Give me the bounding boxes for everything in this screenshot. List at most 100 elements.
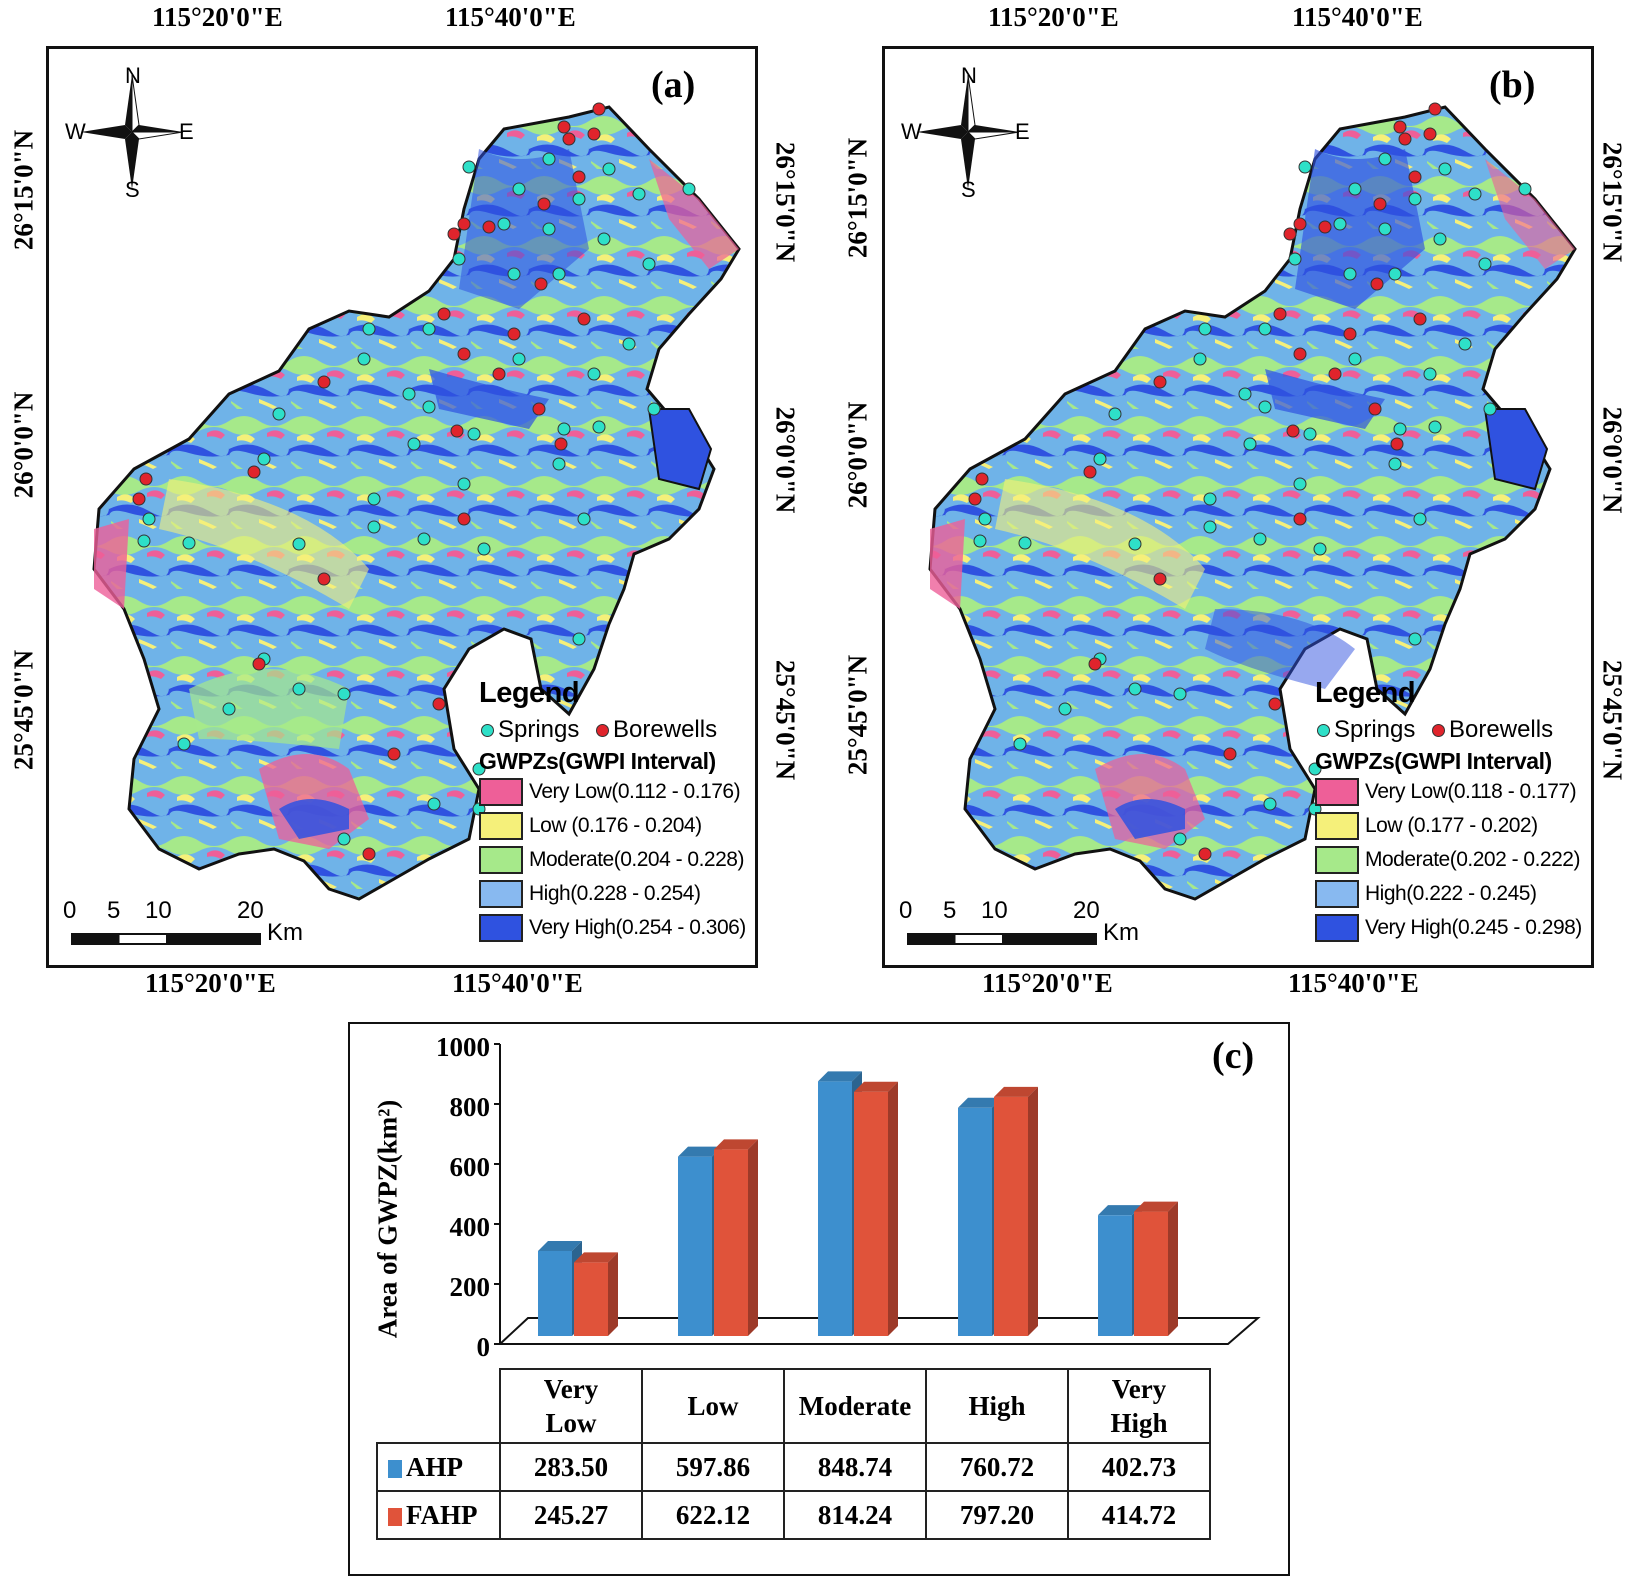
chart-c-ytick: 200 (449, 1272, 491, 1302)
map-b-frame: (b) N S W E 0 5 10 20 Km Legend Springs … (882, 46, 1594, 968)
table-cell: 797.20 (925, 1490, 1069, 1540)
map-b-legend: Legend Springs Borewells GWPZs(GWPI Inte… (1315, 677, 1585, 945)
map-a-right-lat-2: 26°0'0"N (770, 406, 801, 514)
map-a-compass-w: W (65, 119, 86, 144)
map-a-bottom-lon-2: 115°40'0"E (452, 968, 583, 998)
map-b-scale-tick-0: 0 (899, 897, 913, 924)
spring-marker-icon (481, 724, 494, 738)
map-a-legend: Legend Springs Borewells GWPZs(GWPI Inte… (479, 677, 749, 945)
map-a-left-lat-2: 26°0'0"N (8, 391, 39, 499)
map-a-legend-row: Very Low(0.112 - 0.176) (479, 775, 749, 809)
map-b-compass-w: W (901, 119, 922, 144)
map-b-top-lon-1: 115°20'0"E (988, 2, 1119, 32)
table-header-low: Low (641, 1368, 785, 1444)
map-b-scale-tick-20: 20 (1073, 897, 1100, 924)
table-header-high: High (925, 1368, 1069, 1444)
table-cell: 402.73 (1067, 1442, 1211, 1492)
map-a-scale-tick-10: 10 (145, 897, 172, 924)
chart-c-panel-label: (c) (1212, 1035, 1255, 1077)
table-cell: 414.72 (1067, 1490, 1211, 1540)
map-b-legend-springs: Springs (1334, 716, 1416, 743)
table-cell: 283.50 (499, 1442, 643, 1492)
map-a-legend-subtitle: GWPZs(GWPI Interval) (479, 748, 716, 774)
chart-c-plot (494, 1043, 1261, 1345)
chart-c-ytick: 1000 (436, 1032, 490, 1062)
map-b-panel-label: (b) (1489, 64, 1536, 106)
bar-fahp-moderate (854, 1081, 898, 1336)
bar-fahp-very-low (574, 1252, 618, 1336)
map-b-left-lat-2: 26°0'0"N (842, 401, 873, 509)
map-a-legend-row: High(0.228 - 0.254) (479, 877, 749, 911)
table-header-very-high: Very High (1067, 1368, 1211, 1444)
map-b-right-lat-2: 26°0'0"N (1597, 406, 1628, 514)
map-b-scale-bar: 0 5 10 20 Km (899, 897, 1159, 957)
map-b-legend-row: Low (0.177 - 0.202) (1315, 809, 1585, 843)
map-a-left-lat-1: 26°15'0"N (8, 129, 39, 251)
map-a-scale-tick-0: 0 (63, 897, 77, 924)
map-a-legend-row: Very High(0.254 - 0.306) (479, 911, 749, 945)
map-a-scale-unit: Km (267, 919, 303, 946)
map-b-bottom-lon-1: 115°20'0"E (982, 968, 1113, 998)
map-a-scale-tick-5: 5 (107, 897, 121, 924)
map-b-right-lat-1: 26°15'0"N (1597, 141, 1628, 263)
map-a-top-lon-2: 115°40'0"E (445, 2, 576, 32)
bar-fahp-very-high (1134, 1201, 1178, 1336)
ahp-swatch-icon (388, 1460, 402, 1479)
map-a-scale-bar: 0 5 10 20 Km (63, 897, 323, 957)
fahp-swatch-icon (388, 1508, 402, 1527)
map-a-legend-springs: Springs (498, 716, 580, 743)
chart-c-frame: (c) Area of GWPZ(km²) 0 200 400 600 800 … (348, 1022, 1290, 1576)
map-b-legend-points: Springs Borewells (1315, 716, 1585, 744)
spring-marker-icon (1317, 724, 1330, 738)
table-row: AHP 283.50 597.86 848.74 760.72 402.73 (376, 1442, 1211, 1492)
map-a-legend-title: Legend (479, 677, 580, 709)
map-b-legend-row: Very High(0.245 - 0.298) (1315, 911, 1585, 945)
map-a-legend-points: Springs Borewells (479, 716, 749, 744)
series-ahp-legend: AHP (376, 1442, 501, 1492)
borewell-marker-icon (596, 724, 610, 738)
map-b-compass-e: E (1015, 119, 1030, 144)
map-a-legend-row: Low (0.176 - 0.204) (479, 809, 749, 843)
map-b-legend-row: Moderate(0.202 - 0.222) (1315, 843, 1585, 877)
map-a-legend-row: Moderate(0.204 - 0.228) (479, 843, 749, 877)
map-a-bottom-lon-1: 115°20'0"E (145, 968, 276, 998)
table-cell: 848.74 (783, 1442, 927, 1492)
chart-c-ytick: 400 (449, 1212, 491, 1242)
table-cell: 814.24 (783, 1490, 927, 1540)
borewell-marker-icon (1432, 724, 1446, 738)
map-b-scale-tick-10: 10 (981, 897, 1008, 924)
map-b-top-lon-2: 115°40'0"E (1292, 2, 1423, 32)
map-a-frame: (a) N S W E 0 5 10 20 Km Legend Springs … (46, 46, 758, 968)
table-cell: 622.12 (641, 1490, 785, 1540)
map-a-compass-n: N (125, 63, 141, 88)
map-b-legend-row: High(0.222 - 0.245) (1315, 877, 1585, 911)
table-header-very-low: Very Low (499, 1368, 643, 1444)
map-b-north-arrow-icon: N S W E (901, 63, 1033, 202)
map-a-right-lat-1: 26°15'0"N (770, 141, 801, 263)
map-b-study-area (928, 102, 1577, 901)
table-row: FAHP 245.27 622.12 814.24 797.20 414.72 (376, 1490, 1211, 1540)
map-b-bottom-lon-2: 115°40'0"E (1288, 968, 1419, 998)
map-a-scale-tick-20: 20 (237, 897, 264, 924)
map-b-scale-unit: Km (1103, 919, 1139, 946)
map-b-scale-tick-5: 5 (943, 897, 957, 924)
map-b-legend-borewells: Borewells (1449, 716, 1554, 743)
map-b-compass-n: N (961, 63, 977, 88)
bar-fahp-low (714, 1139, 758, 1336)
map-b-compass-s: S (961, 177, 976, 202)
table-cell: 245.27 (499, 1490, 643, 1540)
map-a-compass-e: E (179, 119, 194, 144)
map-b-legend-title: Legend (1315, 677, 1416, 709)
map-a-top-lon-1: 115°20'0"E (152, 2, 283, 32)
chart-c-ytick: 0 (476, 1332, 491, 1362)
table-cell: 760.72 (925, 1442, 1069, 1492)
map-a-compass-s: S (125, 177, 140, 202)
map-a-north-arrow-icon: N S W E (65, 63, 197, 202)
map-a-study-area (92, 102, 741, 901)
map-b-legend-subtitle: GWPZs(GWPI Interval) (1315, 748, 1552, 774)
table-header-moderate: Moderate (783, 1368, 927, 1444)
map-b-left-lat-3: 25°45'0"N (842, 654, 873, 776)
chart-c-ytick: 600 (449, 1152, 491, 1182)
map-b-legend-row: Very Low(0.118 - 0.177) (1315, 775, 1585, 809)
map-a-panel-label: (a) (651, 64, 696, 106)
